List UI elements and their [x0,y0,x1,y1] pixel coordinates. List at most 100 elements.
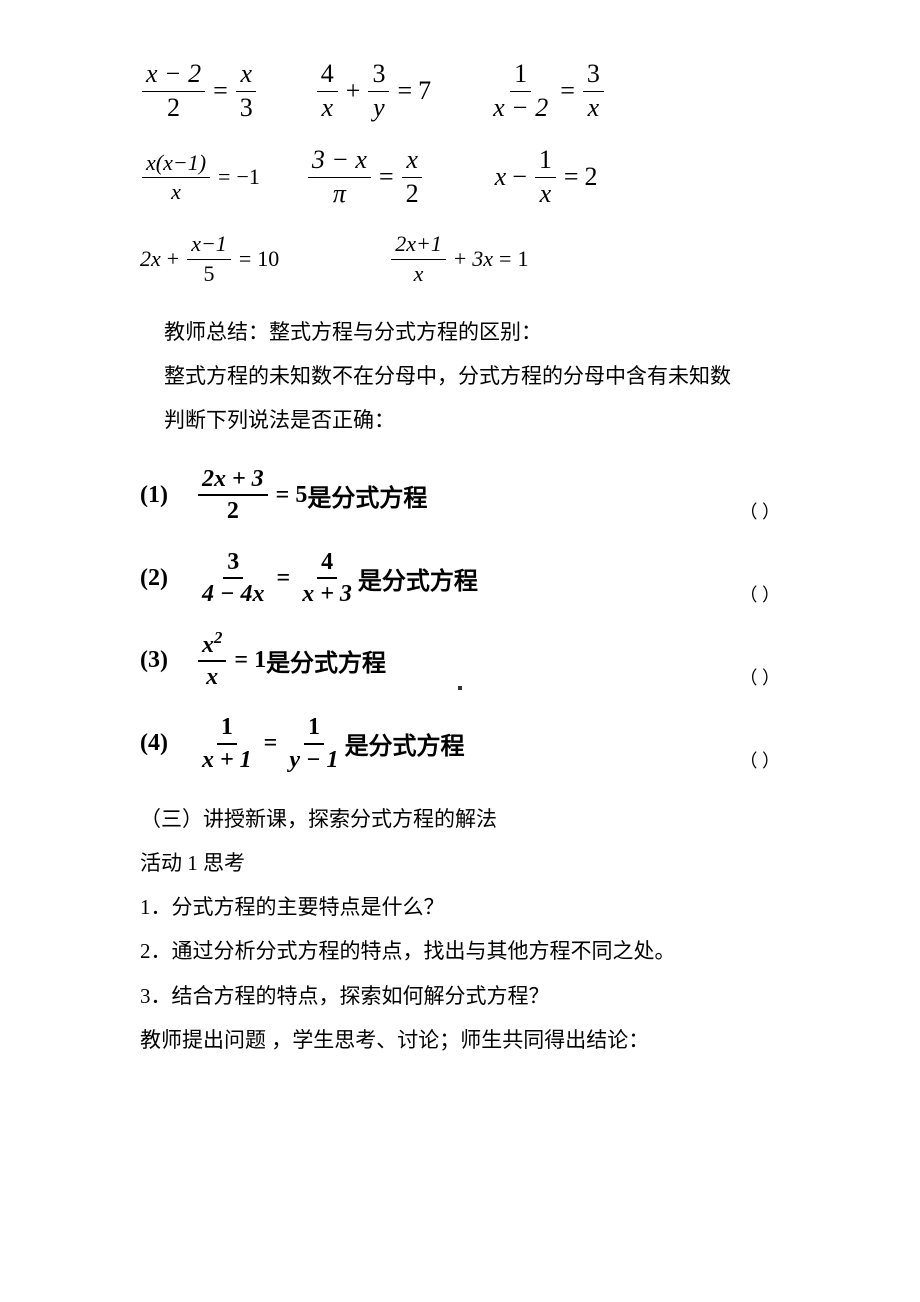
equation-2-3: x − 1x = 2 [495,146,598,208]
equation-row-3: 2x + x−15 = 10 2x+1x + 3x = 1 [140,232,800,285]
fraction-numerator: 1 [304,714,324,744]
equation-rhs: 2 [585,162,598,192]
judgment-prompt: 判断下列说法是否正确： [164,398,800,442]
equals-sign: = [277,565,291,592]
fraction-numerator: 2x+1 [391,232,446,259]
answer-blank: （ ） [740,747,801,773]
suffix-text: 是分式方程 [266,643,386,678]
equation-rhs: 10 [257,246,279,272]
fraction-numerator: x [402,146,422,178]
center-dot-icon [458,686,462,690]
fraction-numerator: 3 − x [308,146,371,178]
equation-rhs: 5 [295,482,307,509]
equals-sign: = [564,162,579,192]
fraction-numerator: x − 2 [142,60,205,92]
equals-sign: = [264,730,278,757]
fraction-denominator: y [369,92,389,123]
plus-sign: + [346,76,361,106]
equation-group: x − 22 = x3 4x + 3y = 7 1x − 2 = 3x x(x− [140,60,800,286]
fraction-numerator: 3 [368,60,389,92]
teacher-note: 教师提出问题 ，学生思考、讨论；师生共同得出结论： [140,1018,800,1062]
plus-sign: + [454,246,466,272]
fraction-numerator: 4 [317,549,337,579]
question-2: 2．通过分析分式方程的特点，找出与其他方程不同之处。 [140,929,800,973]
suffix-text: 是分式方程 [307,478,427,513]
answer-blank: （ ） [740,498,801,524]
judgment-item-3: (3) x2 x = 1 是分式方程 （ ） [140,632,800,691]
equals-sign: = [234,647,248,674]
question-3: 3．结合方程的特点，探索如何解分式方程？ [140,974,800,1018]
equals-sign: = [379,162,394,192]
equation-2-1: x(x−1)x = −1 [140,151,260,204]
fraction-denominator: 5 [200,260,219,286]
equals-sign: = [276,482,290,509]
fraction-denominator: 2 [402,178,423,209]
judgment-item-4: (4) 1x + 1 = 1y − 1 是分式方程 （ ） [140,714,800,773]
equals-sign: = [239,246,251,272]
fraction-denominator: x [536,178,556,209]
fraction-denominator: 4 − 4x [198,579,269,607]
fraction-numerator: x2 [198,632,226,662]
equals-sign: = [560,76,575,106]
equation-1-3: 1x − 2 = 3x [487,60,606,122]
fraction-numerator: x(x−1) [142,151,210,178]
equals-sign: = [218,164,230,190]
equation-lhs: x [495,162,507,192]
equation-2-2: 3 − xπ = x2 [306,146,425,208]
answer-blank: （ ） [740,664,801,690]
equation-term: 3x [472,246,493,272]
fraction-numerator: 1 [535,146,556,178]
equation-rhs: −1 [236,164,259,190]
fraction-denominator: y − 1 [285,745,342,773]
judgment-item-2: (2) 34 − 4x = 4x + 3 是分式方程 （ ） [140,549,800,608]
equation-3-2: 2x+1x + 3x = 1 [389,232,528,285]
fraction-numerator: 1 [217,714,237,744]
fraction-numerator: 2x + 3 [198,466,268,496]
fraction-denominator: x [202,662,222,690]
fraction-denominator: x [410,260,428,286]
fraction-denominator: x [167,178,185,204]
equation-3-1: 2x + x−15 = 10 [140,232,279,285]
equals-sign: = [213,76,228,106]
equals-sign: = [397,76,412,106]
minus-sign: − [512,162,527,192]
fraction-denominator: 2 [163,92,184,123]
fraction-numerator: 1 [510,60,531,92]
fraction-denominator: x [584,92,604,123]
equation-rhs: 1 [517,246,528,272]
var-x: x [202,632,214,658]
teacher-summary-2: 整式方程的未知数不在分母中，分式方程的分母中含有未知数 [164,354,800,398]
equation-1-1: x − 22 = x3 [140,60,259,122]
fraction-numerator: 4 [317,60,338,92]
answer-blank: （ ） [740,581,801,607]
equation-row-1: x − 22 = x3 4x + 3y = 7 1x − 2 = 3x [140,60,800,122]
equation-1-2: 4x + 3y = 7 [315,60,431,122]
plus-sign: + [167,246,179,272]
equation-rhs: 1 [254,647,266,674]
suffix-text: 是分式方程 [345,726,465,761]
item-label: (4) [140,730,168,757]
fraction-denominator: x + 3 [298,579,356,607]
fraction-numerator: x [236,60,256,92]
question-1: 1．分式方程的主要特点是什么？ [140,885,800,929]
fraction-numerator: x−1 [187,232,231,259]
fraction-denominator: 3 [236,92,257,123]
activity-title: 活动 1 思考 [140,841,800,885]
equation-lhs: 2x [140,246,161,272]
judgment-item-1: (1) 2x + 32 = 5 是分式方程 （ ） [140,466,800,525]
equation-rhs: 7 [418,76,431,106]
equals-sign: = [499,246,511,272]
document-page: x − 22 = x3 4x + 3y = 7 1x − 2 = 3x x(x− [0,0,920,1302]
exponent: 2 [214,628,222,647]
section-3-title: （三）讲授新课，探索分式方程的解法 [140,797,800,841]
item-label: (1) [140,482,168,509]
fraction-numerator: 3 [583,60,604,92]
suffix-text: 是分式方程 [358,561,478,596]
equation-row-2: x(x−1)x = −1 3 − xπ = x2 x − 1x = 2 [140,146,800,208]
fraction-denominator: x + 1 [198,745,256,773]
fraction-denominator: x [317,92,337,123]
fraction-denominator: 2 [223,496,243,524]
fraction-numerator: 3 [223,549,243,579]
fraction-denominator: x − 2 [489,92,552,123]
item-label: (3) [140,647,168,674]
